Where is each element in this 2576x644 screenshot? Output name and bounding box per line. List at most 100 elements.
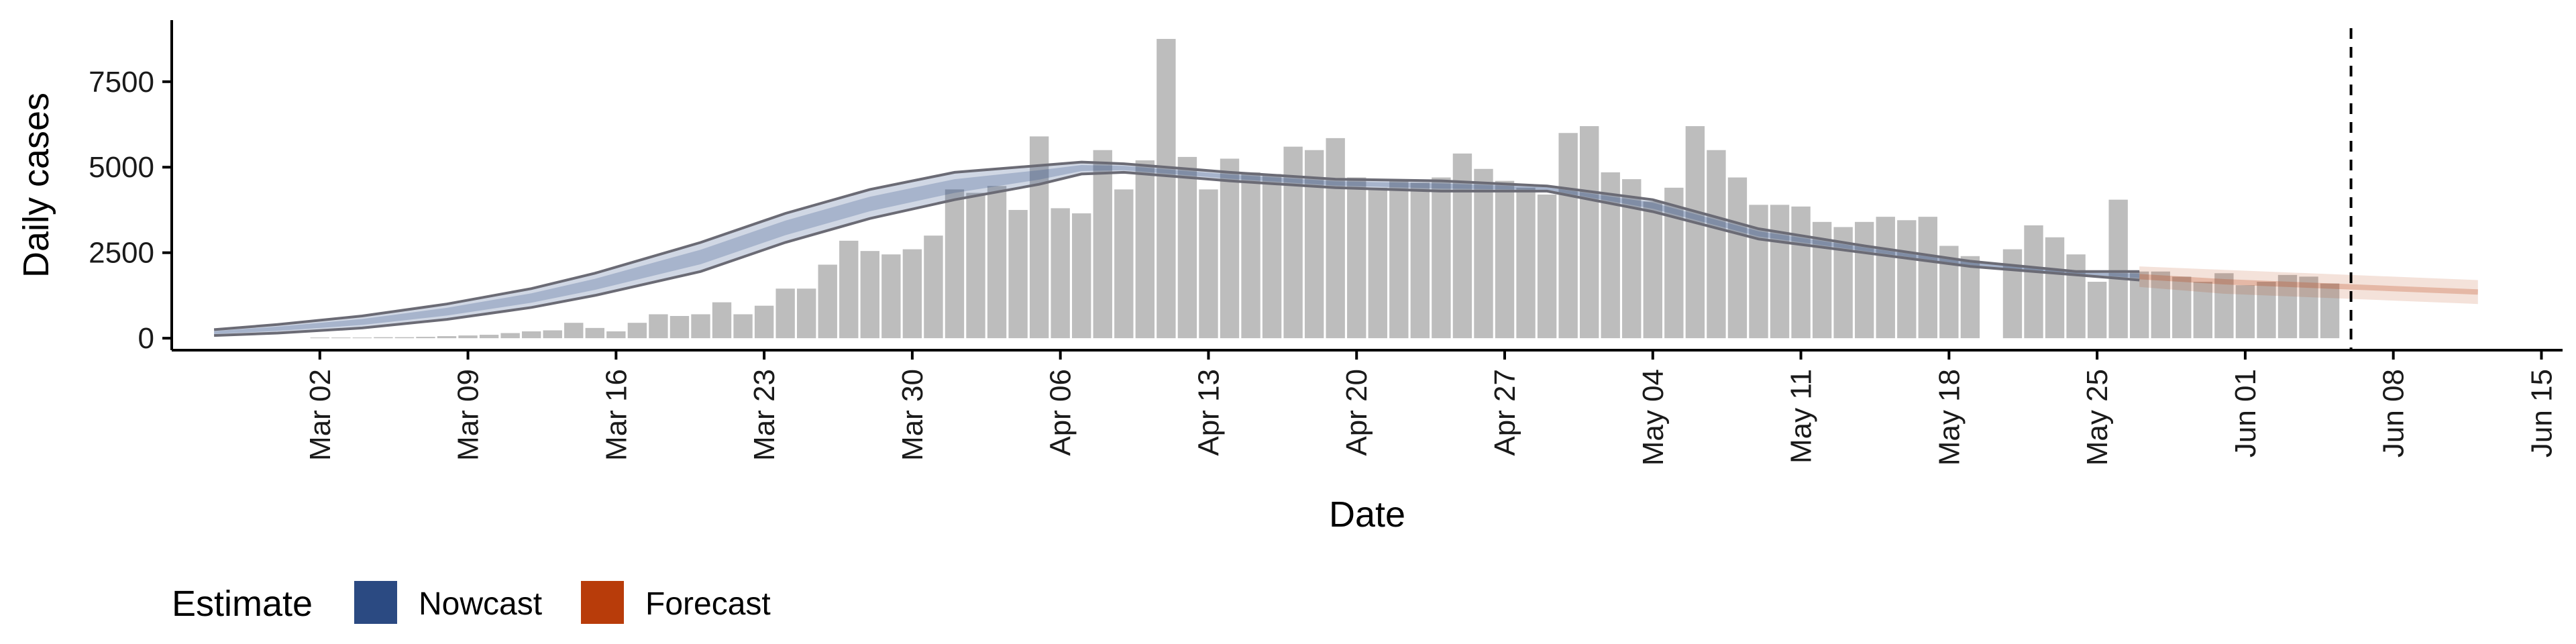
bars-layer [310,39,2340,339]
x-tick-label: Jun 08 [2377,369,2410,458]
x-tick-label: Mar 02 [304,369,337,461]
x-axis-title: Date [1329,494,1405,535]
bar-day-14 [564,323,584,339]
bar-day-74 [1833,227,1853,339]
bar-day-17 [627,323,647,339]
forecast-mid-line [2139,274,2478,295]
x-tick-label: Apr 13 [1193,369,1226,456]
bar-day-95 [2277,274,2298,339]
bar-day-88 [2130,271,2149,339]
legend-swatch-forecast [581,581,624,624]
bar-day-48 [1283,146,1303,339]
bar-day-25 [797,288,816,339]
bar-day-26 [818,264,837,339]
bar-day-71 [1770,205,1790,339]
bar-day-3 [331,337,351,339]
bar-day-47 [1262,174,1282,339]
legend-label-nowcast: Nowcast [419,586,542,622]
bar-day-86 [2087,282,2107,339]
bar-day-59 [1516,187,1536,339]
x-tick-label: Apr 20 [1340,369,1373,456]
x-tick-label: Mar 30 [896,369,929,461]
bar-day-75 [1854,221,1874,339]
bar-day-13 [543,330,562,339]
bar-day-9 [458,335,478,339]
x-tick-label: May 18 [1933,369,1966,466]
bar-day-15 [585,327,604,339]
bar-day-41 [1135,160,1155,339]
bar-day-11 [500,333,520,339]
bar-day-16 [606,331,626,339]
bar-day-18 [649,314,668,339]
bar-day-8 [437,336,457,339]
x-tick-label: May 04 [1637,369,1670,466]
nowcast-upper-line [213,160,2140,331]
x-tick-label: Mar 09 [452,369,485,461]
x-tick-label: Apr 06 [1044,369,1077,456]
legend-swatch-nowcast [354,581,397,624]
bar-day-12 [521,331,541,339]
bar-day-46 [1241,172,1260,339]
bar-day-76 [1876,217,1895,339]
bar-day-28 [860,251,880,339]
bar-day-19 [669,316,690,339]
x-tick-label: May 25 [2081,369,2114,466]
bar-day-87 [2108,199,2128,339]
bar-day-30 [902,249,922,339]
bar-day-89 [2151,271,2170,339]
bar-day-51 [1347,177,1366,339]
bar-day-37 [1051,208,1070,339]
bar-day-44 [1199,189,1218,339]
bar-day-36 [1029,136,1049,339]
y-tick-label: 2500 [89,237,154,270]
bar-day-92 [2214,273,2234,339]
x-tick-label: May 11 [1785,369,1818,464]
bar-day-65 [1643,201,1662,339]
x-tick-label: Mar 23 [748,369,781,461]
bar-day-2 [310,337,329,339]
bar-day-62 [1579,126,1599,339]
bar-day-58 [1495,180,1515,339]
bar-day-83 [2024,225,2043,339]
bar-day-97 [2320,283,2340,339]
bar-day-72 [1791,206,1811,339]
bar-day-69 [1727,177,1748,339]
y-tick-label: 5000 [89,151,154,184]
bar-day-27 [839,240,859,339]
forecast-band [2139,266,2478,305]
x-ticks: Mar 02 Mar 09 Mar 16 Mar 23 Mar 30 Apr 06 Apr … [304,350,2559,466]
legend-label-forecast: Forecast [645,586,771,622]
y-tick-label: 0 [138,322,154,355]
y-tick-label: 7500 [89,66,154,99]
bar-day-79 [1939,246,1959,339]
nowcast-lower-line [214,170,2140,337]
bar-day-34 [987,186,1007,339]
bar-day-50 [1326,138,1345,339]
x-tick-label: Mar 16 [600,369,633,461]
legend: Estimate Nowcast Forecast [172,581,771,624]
bar-day-42 [1157,39,1176,339]
bar-day-38 [1072,213,1091,339]
bar-day-32 [945,189,965,339]
bar-day-20 [691,314,710,339]
bar-day-60 [1537,195,1557,339]
bar-day-49 [1304,150,1324,339]
bar-day-54 [1410,182,1430,339]
bar-day-55 [1432,177,1451,339]
bar-day-94 [2257,282,2276,339]
bar-day-45 [1220,158,1240,339]
bar-day-63 [1601,172,1620,339]
bar-day-56 [1452,153,1472,339]
bar-day-66 [1664,187,1684,339]
bar-day-10 [479,335,499,339]
bar-day-7 [416,337,435,339]
bar-day-70 [1749,205,1768,339]
legend-title: Estimate [172,584,313,624]
bar-day-29 [881,254,901,339]
bar-day-6 [394,337,415,339]
bar-day-67 [1685,126,1705,339]
bar-day-93 [2235,285,2255,339]
nowcast-inner-band [214,165,2140,334]
bar-day-39 [1093,150,1112,339]
